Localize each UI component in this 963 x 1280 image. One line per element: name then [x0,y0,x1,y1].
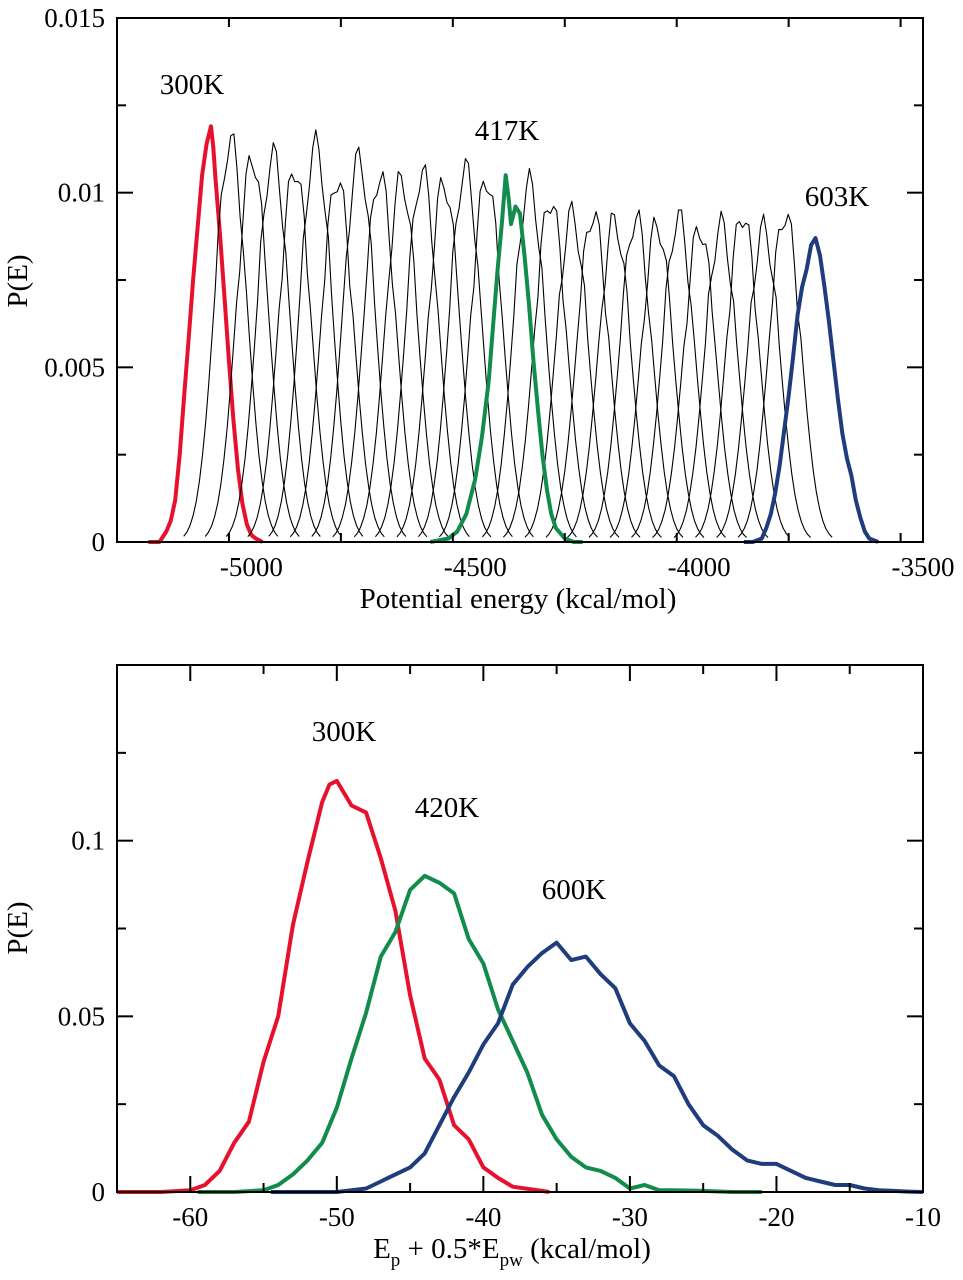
top-x-tick-label: -4000 [668,552,731,582]
bottom-series-line-1 [197,873,762,1194]
bottom-x-tick-label: -50 [319,1202,355,1232]
top-peak-label-603k: 603K [805,181,870,213]
top-series-line-25 [716,213,811,538]
top-series-line-17 [545,211,641,538]
top-series-lines [148,124,879,544]
top-x-axis-label: Potential energy (kcal/mol) [360,583,677,615]
top-series-line-23 [673,210,769,538]
top-x-tick-label: -5000 [220,552,283,582]
top-series-line-8 [332,171,428,538]
top-series-line-3 [225,142,321,537]
top-x-tick-label: -4500 [444,552,507,582]
top-series-line-16 [524,200,620,538]
bottom-peak-label-600k: 600K [542,874,607,906]
bottom-series-line-2 [270,940,924,1194]
bottom-y-tick-label: 0.05 [58,1001,105,1031]
bottom-x-tick-label: -30 [612,1202,648,1232]
top-series-line-10 [374,164,470,538]
top-series-line-5 [268,129,364,537]
top-series-line-9 [353,170,449,538]
top-series-line-15 [502,205,598,538]
bottom-y-axis-label: P(E) [2,901,34,954]
top-series-line-6 [289,182,385,538]
bottom-y-tick-label: 0 [92,1177,106,1207]
top-y-axis-label: P(E) [2,254,34,307]
bottom-energy-distribution-chart: -60 -50 -40 -30 -20 -10 0 0.05 0.1 Ep + 0.5*Epw … [2,664,941,1271]
bottom-x-tick-label: -60 [172,1202,208,1232]
bottom-series-line-0 [117,778,550,1194]
top-series-line-28 [743,236,879,544]
bottom-x-tick-label: -20 [758,1202,794,1232]
top-y-tick-label: 0.005 [44,352,105,382]
bottom-axis-ticks: -60 -50 -40 -30 -20 -10 0 0.05 0.1 [58,664,941,1232]
top-series-line-27 [430,173,583,544]
bottom-series-lines [117,778,924,1194]
bottom-x-tick-label: -40 [465,1202,501,1232]
bottom-x-tick-label: -10 [905,1202,941,1232]
top-series-line-18 [567,212,662,538]
top-series-line-14 [481,167,577,538]
top-axis-ticks: -5000 -4500 -4000 -3500 0 0.005 0.01 0.015 [44,3,954,582]
top-series-line-19 [588,209,684,538]
top-y-tick-label: 0.015 [44,3,105,33]
top-series-line-13 [438,180,534,538]
top-series-line-20 [609,216,705,538]
top-peak-label-300k: 300K [160,69,225,101]
top-series-line-0 [148,124,264,544]
top-x-tick-label: -3500 [892,552,955,582]
top-series-line-26 [737,213,833,538]
top-series-line-1 [183,133,279,537]
top-series-line-11 [396,176,492,538]
top-series-line-22 [652,225,747,538]
bottom-y-tick-label: 0.1 [71,826,105,856]
top-peak-label-417k: 417K [475,115,540,147]
top-y-tick-label: 0 [92,527,106,557]
top-series-line-21 [631,209,726,538]
top-series-line-7 [311,146,407,537]
bottom-peak-label-420k: 420K [415,792,480,824]
bottom-plot-frame [116,664,924,1193]
top-energy-distribution-chart: -5000 -4500 -4000 -3500 0 0.005 0.01 0.015 Pote… [2,3,955,615]
top-series-line-4 [247,173,343,538]
top-series-line-12 [417,158,513,538]
bottom-peak-label-300k: 300K [312,716,377,748]
top-y-tick-label: 0.01 [58,178,105,208]
bottom-x-axis-label: Ep + 0.5*Epw (kcal/mol) [373,1233,651,1271]
top-series-line-2 [204,155,300,537]
